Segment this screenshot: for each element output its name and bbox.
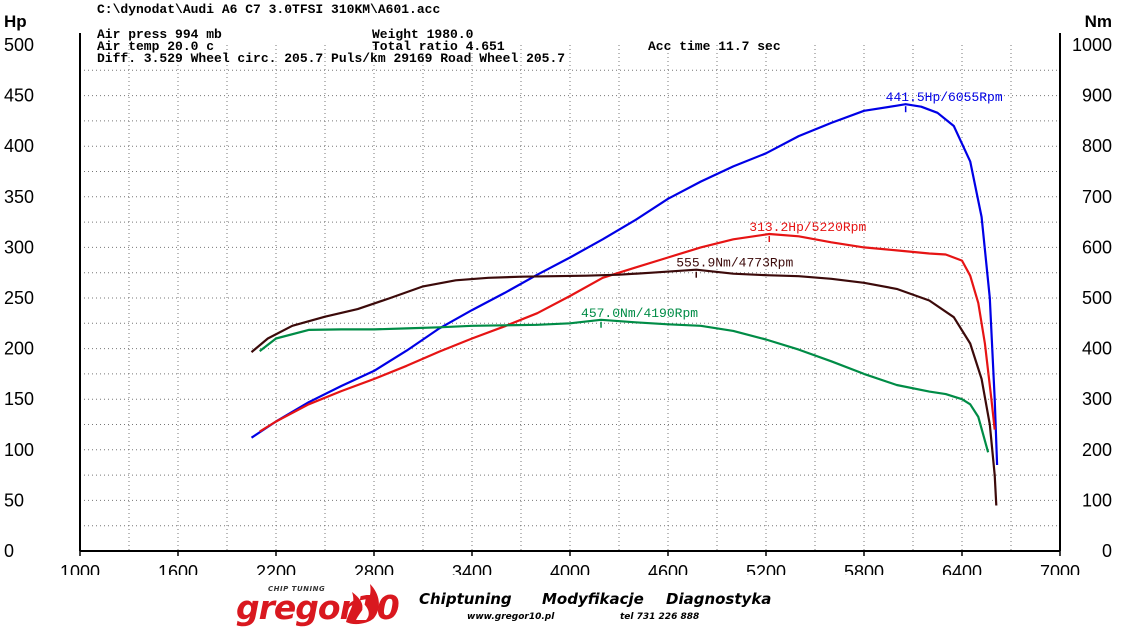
y-left-tick-label: 300 bbox=[4, 237, 34, 257]
x-tick-label: 1000 bbox=[60, 562, 100, 575]
x-tick-label: 7000 bbox=[1040, 562, 1080, 575]
series-line-2 bbox=[250, 268, 998, 506]
y-right-tick-label: 800 bbox=[1082, 136, 1112, 156]
file-path: C:\dynodat\Audi A6 C7 3.0TFSI 310KM\A601… bbox=[97, 2, 440, 17]
y-left-tick-label: 100 bbox=[4, 440, 34, 460]
peak-label: 457.0Nm/4190Rpm bbox=[581, 306, 698, 321]
series-line-1 bbox=[259, 232, 996, 433]
series bbox=[250, 103, 999, 506]
x-tick-label: 5200 bbox=[746, 562, 786, 575]
grid bbox=[80, 45, 1060, 551]
series-line-0 bbox=[250, 103, 999, 466]
flame-icon bbox=[346, 584, 379, 625]
labels: 441.5Hp/6055Rpm 313.2Hp/5220Rpm 555.9Nm/47… bbox=[581, 90, 1003, 328]
header-field: Air temp 20.0 c bbox=[97, 39, 214, 54]
y-left-tick-label: 50 bbox=[4, 490, 24, 510]
y-right-tick-label: 900 bbox=[1082, 86, 1112, 106]
y-right-tick-label: 600 bbox=[1082, 237, 1112, 257]
x-tick-label: 6400 bbox=[942, 562, 982, 575]
x-tick-label: 4000 bbox=[550, 562, 590, 575]
slogan-diagnostyka: Diagnostyka bbox=[666, 590, 772, 608]
header-field: Total ratio 4.651 bbox=[372, 39, 505, 54]
header-info: C:\dynodat\Audi A6 C7 3.0TFSI 310KM\A601… bbox=[97, 2, 781, 66]
header-field: Acc time 11.7 sec bbox=[648, 39, 781, 54]
x-tick-label: 5800 bbox=[844, 562, 884, 575]
peak-label: 441.5Hp/6055Rpm bbox=[886, 90, 1003, 105]
dyno-chart: 1000 1600 2200 2800 3400 4000 4600 5200 5800 6400… bbox=[4, 2, 1112, 575]
y-left-tick-label: 500 bbox=[4, 35, 34, 55]
x-tick-label: 2800 bbox=[354, 562, 394, 575]
y-right-tick-label: 1000 bbox=[1072, 35, 1112, 55]
x-tick-label: 1600 bbox=[158, 562, 198, 575]
y-left-tick-label: 250 bbox=[4, 288, 34, 308]
y-left-tick-label: 400 bbox=[4, 136, 34, 156]
x-tick-label: 2200 bbox=[256, 562, 296, 575]
y-right-tick-label: 200 bbox=[1082, 440, 1112, 460]
y-left-unit-label: Hp bbox=[4, 12, 27, 31]
y-left-tick-label: 200 bbox=[4, 339, 34, 359]
header-field: Diff. 3.529 Wheel circ. 205.7 Puls/km 29… bbox=[97, 51, 565, 66]
axes: 1000 1600 2200 2800 3400 4000 4600 5200 5800 6400… bbox=[4, 12, 1112, 575]
slogan-chiptuning: Chiptuning bbox=[419, 590, 512, 608]
y-right-tick-label: 700 bbox=[1082, 187, 1112, 207]
x-tick-label: 4600 bbox=[648, 562, 688, 575]
y-right-unit-label: Nm bbox=[1085, 12, 1112, 31]
y-right-tick-label: 0 bbox=[1102, 541, 1112, 561]
y-left-tick-label: 150 bbox=[4, 389, 34, 409]
y-right-tick-label: 100 bbox=[1082, 490, 1112, 510]
y-right-tick-label: 300 bbox=[1082, 389, 1112, 409]
series-line-3 bbox=[259, 318, 990, 453]
header-field: Air press 994 mb bbox=[97, 27, 222, 42]
peak-label: 313.2Hp/5220Rpm bbox=[749, 220, 866, 235]
website-link[interactable]: www.gregor10.pl bbox=[467, 612, 555, 622]
logo-tagline: CHIP TUNING bbox=[268, 585, 326, 593]
peak-label: 555.9Nm/4773Rpm bbox=[676, 256, 793, 271]
y-left-tick-label: 350 bbox=[4, 187, 34, 207]
y-left-tick-label: 450 bbox=[4, 86, 34, 106]
x-tick-label: 3400 bbox=[452, 562, 492, 575]
phone-number: tel 731 226 888 bbox=[620, 612, 700, 622]
y-left-tick-label: 0 bbox=[4, 541, 14, 561]
header-field: Weight 1980.0 bbox=[372, 27, 474, 42]
slogan-modyfikacje: Modyfikacje bbox=[542, 590, 644, 608]
y-right-tick-label: 400 bbox=[1082, 339, 1112, 359]
y-right-tick-label: 500 bbox=[1082, 288, 1112, 308]
